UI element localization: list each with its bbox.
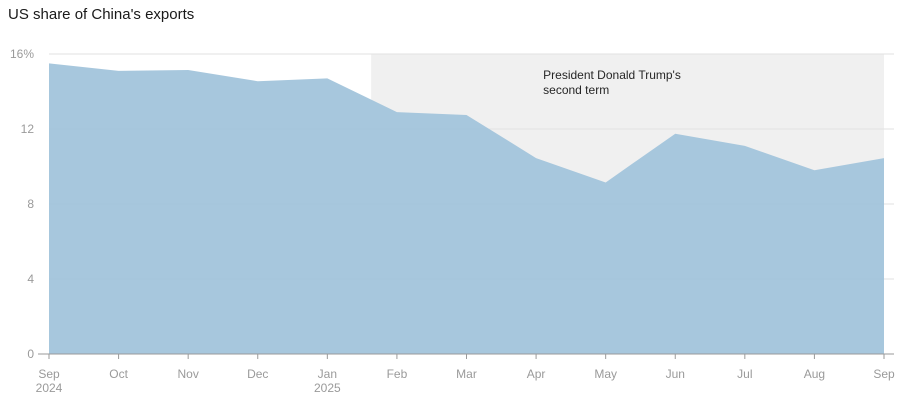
x-tick-label: Jun (666, 367, 685, 381)
us-share-area (49, 63, 884, 354)
x-tick-label: Jul (737, 367, 752, 381)
x-tick-year-label: 2024 (36, 381, 63, 395)
x-tick-label: Feb (387, 367, 408, 381)
y-tick-label: 8 (27, 197, 34, 211)
x-tick-label: Aug (804, 367, 825, 381)
y-tick-label: 12 (21, 122, 35, 136)
x-tick-label: Nov (177, 367, 198, 381)
x-tick-label: May (594, 367, 617, 381)
x-tick-label: Mar (456, 367, 477, 381)
x-tick-label: Sep (38, 367, 60, 381)
y-tick-label: 16% (10, 47, 34, 61)
x-tick-year-label: 2025 (314, 381, 341, 395)
region-label-line2: second term (543, 83, 609, 97)
y-tick-label: 0 (27, 347, 34, 361)
y-tick-label: 4 (27, 272, 34, 286)
x-tick-label: Jan (318, 367, 337, 381)
chart-title: US share of China's exports (8, 6, 195, 23)
x-tick-label: Apr (527, 367, 546, 381)
x-tick-label: Oct (109, 367, 128, 381)
x-tick-label: Dec (247, 367, 268, 381)
x-tick-label: Sep (873, 367, 895, 381)
region-label-line1: President Donald Trump's (543, 68, 681, 82)
